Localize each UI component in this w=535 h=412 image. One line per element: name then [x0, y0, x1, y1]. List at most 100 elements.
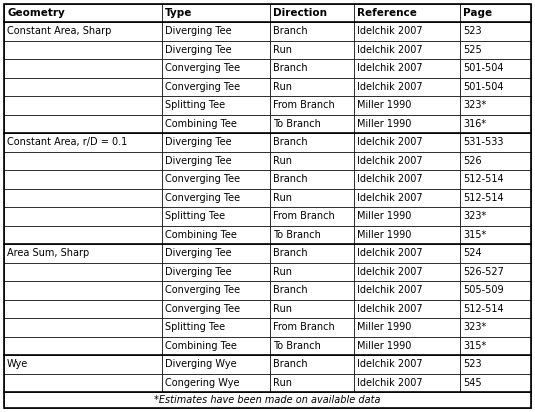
Text: 505-509: 505-509: [463, 285, 503, 295]
Bar: [162, 374, 270, 392]
Bar: [270, 300, 355, 318]
Bar: [460, 337, 531, 355]
Bar: [355, 189, 460, 207]
Bar: [355, 96, 460, 115]
Bar: [460, 115, 531, 133]
Bar: [355, 115, 460, 133]
Text: Idelchik 2007: Idelchik 2007: [357, 156, 423, 166]
Bar: [270, 374, 355, 392]
Bar: [162, 170, 270, 189]
Text: 512-514: 512-514: [463, 304, 503, 314]
Text: Constant Area, r/D = 0.1: Constant Area, r/D = 0.1: [7, 137, 127, 147]
Bar: [162, 337, 270, 355]
Text: Run: Run: [273, 82, 292, 92]
Text: 523: 523: [463, 359, 482, 369]
Text: Idelchik 2007: Idelchik 2007: [357, 304, 423, 314]
Text: To Branch: To Branch: [273, 230, 321, 240]
Bar: [162, 77, 270, 96]
Text: Miller 1990: Miller 1990: [357, 230, 412, 240]
Text: Branch: Branch: [273, 285, 308, 295]
Bar: [4, 96, 162, 115]
Text: Run: Run: [273, 193, 292, 203]
Bar: [460, 59, 531, 77]
Text: Combining Tee: Combining Tee: [165, 341, 237, 351]
Text: Area Sum, Sharp: Area Sum, Sharp: [7, 248, 89, 258]
Bar: [162, 115, 270, 133]
Bar: [355, 244, 460, 262]
Text: From Branch: From Branch: [273, 322, 335, 332]
Bar: [270, 262, 355, 281]
Text: 323*: 323*: [463, 100, 486, 110]
Bar: [162, 96, 270, 115]
Bar: [460, 374, 531, 392]
Text: 323*: 323*: [463, 322, 486, 332]
Bar: [270, 189, 355, 207]
Text: Congering Wye: Congering Wye: [165, 378, 240, 388]
Text: Page: Page: [463, 8, 492, 18]
Bar: [162, 40, 270, 59]
Text: Branch: Branch: [273, 63, 308, 73]
Text: Splitting Tee: Splitting Tee: [165, 100, 225, 110]
Text: Run: Run: [273, 378, 292, 388]
Bar: [4, 115, 162, 133]
Bar: [4, 337, 162, 355]
Bar: [355, 300, 460, 318]
Bar: [4, 189, 162, 207]
Bar: [270, 244, 355, 262]
Text: Diverging Tee: Diverging Tee: [165, 156, 232, 166]
Text: Run: Run: [273, 45, 292, 55]
Bar: [355, 318, 460, 337]
Bar: [162, 4, 270, 22]
Bar: [4, 392, 531, 408]
Bar: [460, 4, 531, 22]
Bar: [270, 115, 355, 133]
Text: Wye: Wye: [7, 359, 28, 369]
Text: Idelchik 2007: Idelchik 2007: [357, 26, 423, 36]
Bar: [162, 281, 270, 300]
Bar: [460, 152, 531, 170]
Text: Converging Tee: Converging Tee: [165, 82, 240, 92]
Text: Diverging Tee: Diverging Tee: [165, 248, 232, 258]
Bar: [355, 40, 460, 59]
Bar: [162, 262, 270, 281]
Text: Splitting Tee: Splitting Tee: [165, 322, 225, 332]
Bar: [4, 133, 162, 152]
Text: Miller 1990: Miller 1990: [357, 322, 412, 332]
Bar: [270, 207, 355, 225]
Bar: [355, 59, 460, 77]
Bar: [4, 40, 162, 59]
Text: Miller 1990: Miller 1990: [357, 341, 412, 351]
Bar: [4, 374, 162, 392]
Bar: [460, 77, 531, 96]
Text: *Estimates have been made on available data: *Estimates have been made on available d…: [154, 395, 381, 405]
Bar: [460, 225, 531, 244]
Text: Converging Tee: Converging Tee: [165, 193, 240, 203]
Text: To Branch: To Branch: [273, 119, 321, 129]
Bar: [460, 96, 531, 115]
Bar: [162, 152, 270, 170]
Bar: [270, 281, 355, 300]
Bar: [4, 59, 162, 77]
Text: 316*: 316*: [463, 119, 486, 129]
Text: 526-527: 526-527: [463, 267, 504, 277]
Text: 512-514: 512-514: [463, 193, 503, 203]
Text: 323*: 323*: [463, 211, 486, 221]
Bar: [4, 355, 162, 374]
Bar: [460, 40, 531, 59]
Bar: [355, 281, 460, 300]
Text: 525: 525: [463, 45, 482, 55]
Bar: [460, 189, 531, 207]
Text: Branch: Branch: [273, 359, 308, 369]
Text: Converging Tee: Converging Tee: [165, 63, 240, 73]
Bar: [460, 244, 531, 262]
Text: Converging Tee: Converging Tee: [165, 174, 240, 184]
Text: 526: 526: [463, 156, 482, 166]
Bar: [270, 355, 355, 374]
Text: Diverging Wye: Diverging Wye: [165, 359, 236, 369]
Text: From Branch: From Branch: [273, 100, 335, 110]
Bar: [4, 225, 162, 244]
Text: 315*: 315*: [463, 230, 486, 240]
Text: 523: 523: [463, 26, 482, 36]
Bar: [270, 22, 355, 40]
Bar: [4, 152, 162, 170]
